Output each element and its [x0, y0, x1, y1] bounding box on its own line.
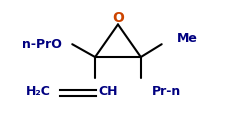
Text: H₂C: H₂C — [26, 85, 51, 98]
Text: O: O — [112, 12, 124, 26]
Text: CH: CH — [98, 85, 118, 98]
Text: n-PrO: n-PrO — [22, 38, 62, 51]
Text: Pr-n: Pr-n — [152, 85, 181, 98]
Text: Me: Me — [177, 32, 198, 45]
